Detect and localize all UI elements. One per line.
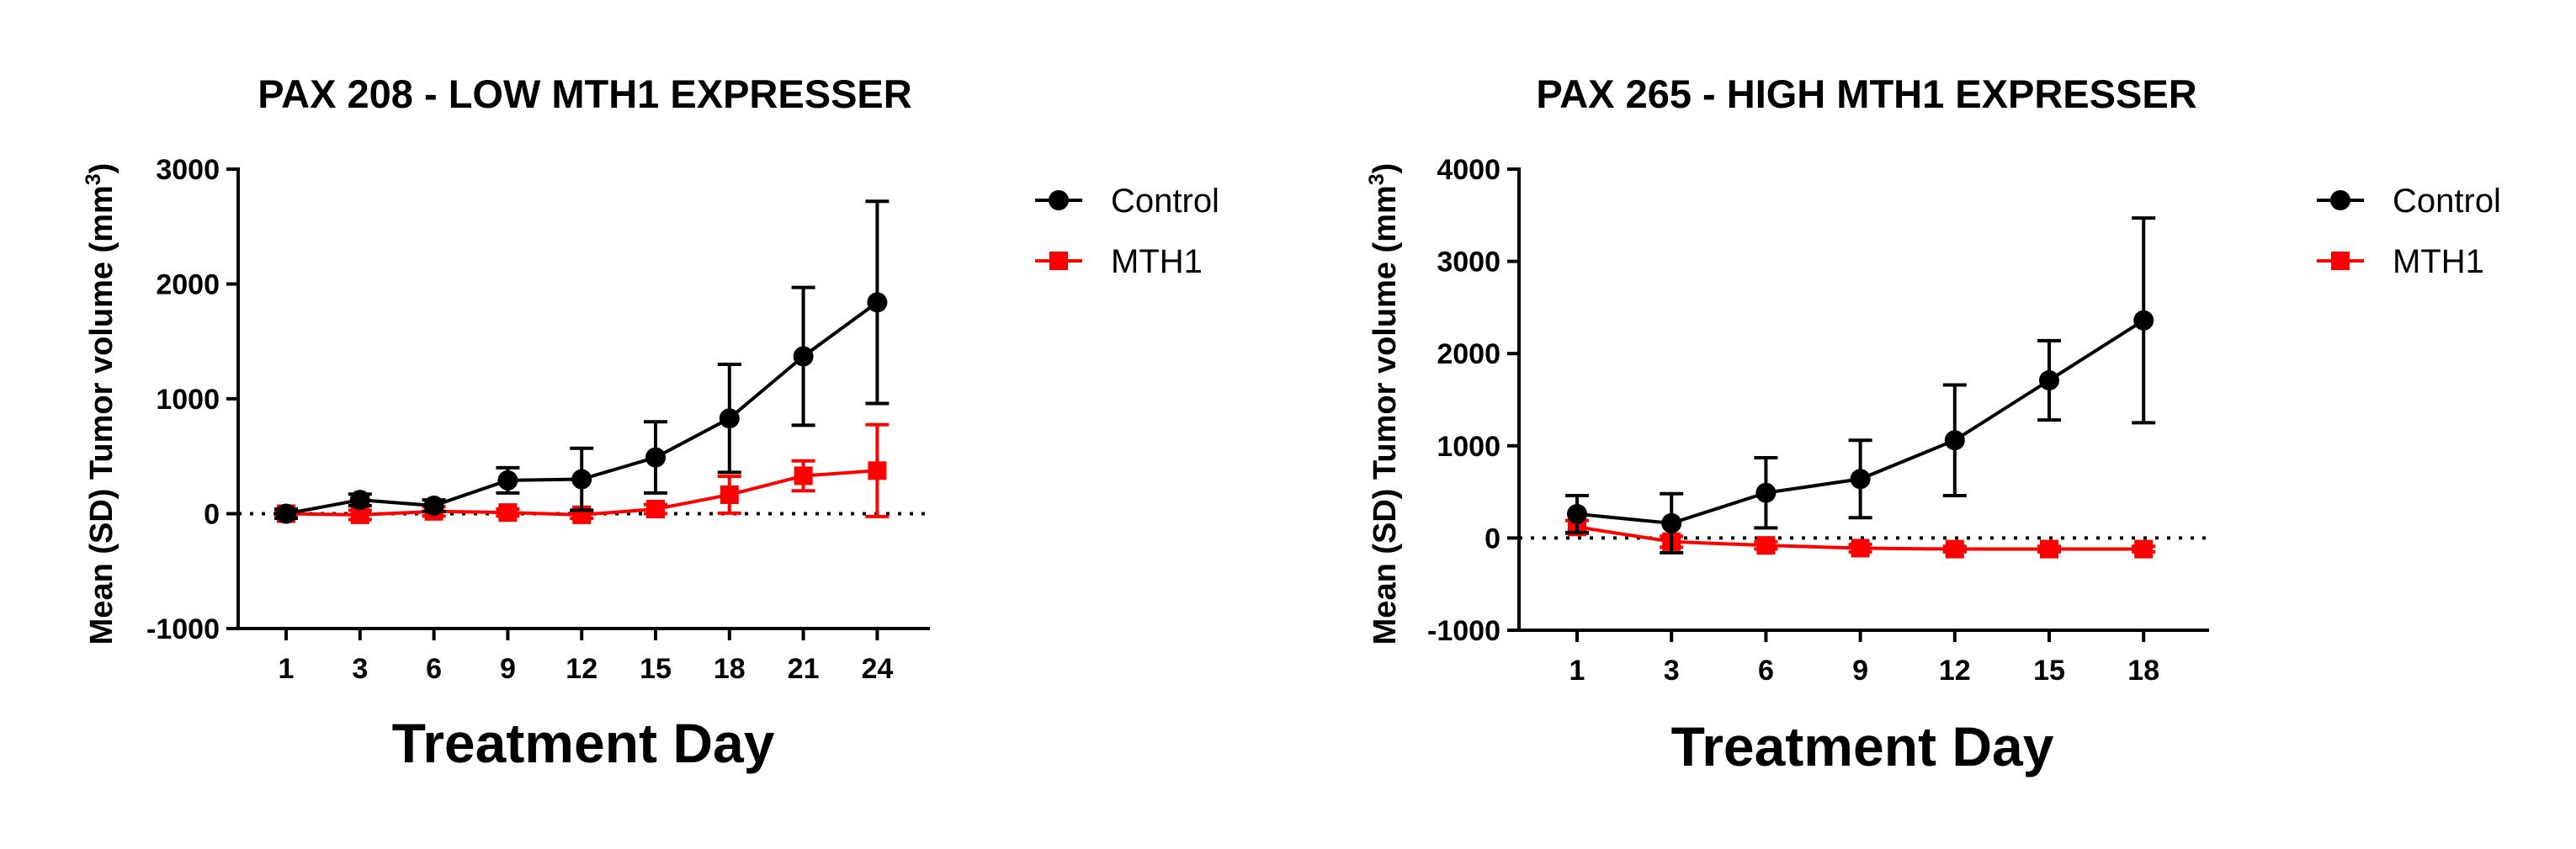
- data-point: [867, 292, 888, 313]
- y-axis-label-close: ): [84, 163, 120, 174]
- series-control: [274, 199, 890, 524]
- x-tick-label: 1: [1570, 655, 1585, 687]
- legend-label: Control: [2393, 183, 2501, 220]
- legend-marker: [1049, 252, 1068, 270]
- data-point: [645, 447, 666, 468]
- chart-title: PAX 208 - LOW MTH1 EXPRESSER: [258, 72, 911, 116]
- data-point: [497, 470, 518, 491]
- x-axis-label: Treatment Day: [392, 712, 775, 774]
- chart-panel-pax-265: PAX 265 - HIGH MTH1 EXPRESSER Mean (SD) …: [1365, 72, 2501, 777]
- legend-label: Control: [1111, 183, 1219, 220]
- legend: Control MTH1: [1035, 183, 1219, 280]
- x-tick-label: 12: [566, 653, 598, 685]
- series-control: [1565, 216, 2156, 555]
- x-tick-label: 18: [714, 653, 746, 685]
- y-tick-label: -1000: [1427, 615, 1500, 647]
- data-point: [349, 490, 370, 511]
- x-tick-label: 1: [279, 653, 295, 685]
- legend-marker: [2330, 190, 2350, 210]
- data-point: [1567, 503, 1587, 524]
- x-tick-label: 6: [1758, 655, 1774, 687]
- data-point: [276, 503, 296, 524]
- data-point: [719, 408, 740, 429]
- data-point: [1851, 539, 1870, 558]
- y-tick-label: 1000: [1437, 431, 1500, 463]
- chart-panel-pax-208: PAX 208 - LOW MTH1 EXPRESSER Mean (SD) T…: [82, 72, 1219, 774]
- data-point: [868, 461, 887, 480]
- y-tick-label: 3000: [156, 154, 220, 186]
- y-axis-label: Mean (SD) Tumor volume (mm3): [1365, 163, 1403, 645]
- y-tick-label: 4000: [1437, 154, 1500, 186]
- legend-label: MTH1: [2393, 243, 2484, 280]
- y-tick-label: 2000: [156, 269, 220, 301]
- data-point: [793, 346, 814, 367]
- data-point: [350, 505, 369, 524]
- legend: Control MTH1: [2317, 183, 2501, 280]
- data-point: [1850, 469, 1871, 490]
- data-point: [498, 503, 518, 523]
- data-point: [2039, 369, 2059, 390]
- legend-marker: [2331, 252, 2350, 270]
- y-axis-label-superscript: 3: [1365, 173, 1389, 185]
- series-mth1: [1565, 517, 2156, 559]
- y-axis-label-text: Mean (SD) Tumor volume (mm: [1368, 185, 1403, 645]
- x-tick-label: 9: [1852, 655, 1868, 687]
- x-tick-label: 15: [640, 653, 672, 685]
- data-point: [1756, 536, 1776, 555]
- data-point: [646, 500, 665, 519]
- data-point: [1661, 512, 1682, 533]
- y-tick-label: 0: [204, 499, 220, 531]
- data-point: [2134, 539, 2154, 559]
- x-tick-label: 15: [2033, 655, 2065, 687]
- x-tick-label: 12: [1939, 655, 1971, 687]
- data-point: [794, 466, 813, 486]
- data-point: [423, 495, 444, 516]
- legend-label: MTH1: [1111, 243, 1203, 280]
- data-point: [2040, 539, 2058, 559]
- y-axis-label-superscript: 3: [82, 173, 105, 185]
- x-tick-label: 18: [2127, 655, 2159, 687]
- x-tick-label: 6: [426, 653, 442, 685]
- x-tick-label: 9: [500, 653, 516, 685]
- y-axis-label-text: Mean (SD) Tumor volume (mm: [84, 185, 120, 645]
- x-tick-label: 3: [352, 653, 368, 685]
- y-axis-label-close: ): [1368, 163, 1403, 174]
- y-tick-label: 0: [1485, 523, 1500, 555]
- data-point: [720, 485, 739, 504]
- y-tick-label: -1000: [146, 613, 220, 645]
- y-tick-label: 3000: [1437, 247, 1500, 279]
- x-tick-label: 3: [1664, 655, 1680, 687]
- y-tick-label: 1000: [156, 384, 220, 416]
- y-tick-label: 2000: [1437, 338, 1500, 370]
- data-point: [571, 469, 592, 490]
- x-tick-label: 21: [788, 653, 820, 685]
- data-point: [1945, 539, 1964, 559]
- data-point: [2133, 310, 2154, 331]
- y-axis-label: Mean (SD) Tumor volume (mm3): [82, 163, 120, 645]
- data-point: [1944, 430, 1965, 451]
- x-axis-label: Treatment Day: [1671, 715, 2054, 777]
- legend-marker: [1049, 190, 1069, 210]
- data-point: [1755, 482, 1777, 503]
- x-tick-label: 24: [861, 653, 893, 685]
- chart-title: PAX 265 - HIGH MTH1 EXPRESSER: [1536, 72, 2196, 116]
